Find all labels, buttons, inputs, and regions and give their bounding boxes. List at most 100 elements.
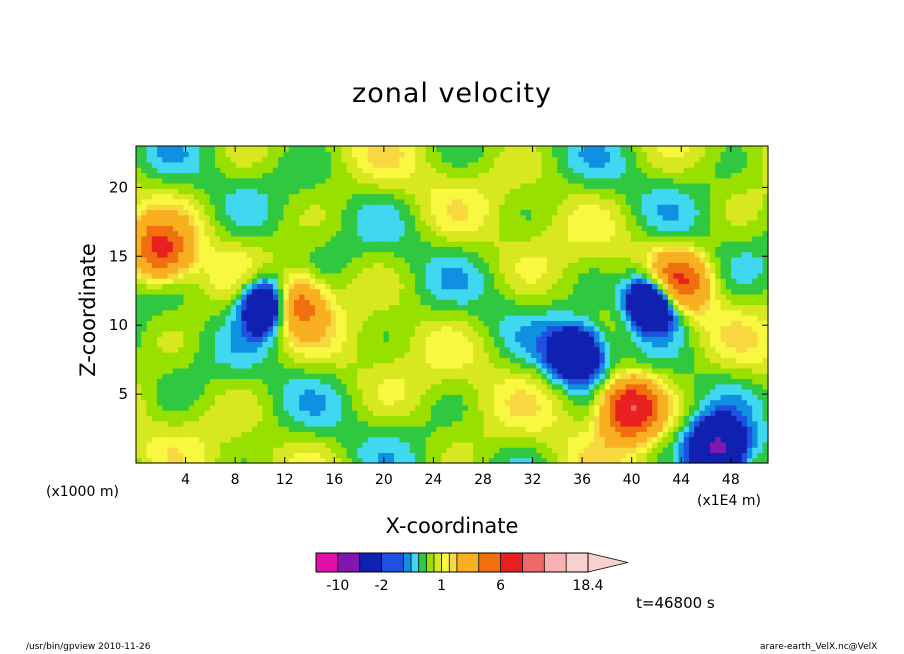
field-cell: [546, 235, 553, 242]
field-cell: [209, 193, 216, 200]
field-cell: [146, 146, 153, 152]
field-cell: [278, 441, 285, 448]
field-cell: [430, 441, 437, 448]
field-cell: [309, 293, 316, 300]
field-cell: [552, 219, 558, 226]
field-cell: [346, 246, 353, 253]
field-cell: [531, 299, 537, 306]
field-cell: [330, 367, 337, 374]
field-cell: [541, 256, 548, 263]
field-cell: [436, 304, 443, 311]
field-cell: [141, 288, 148, 295]
field-cell: [230, 161, 237, 168]
field-cell: [251, 320, 258, 327]
field-cell: [430, 330, 437, 337]
field-cell: [272, 188, 279, 195]
field-cell: [531, 293, 537, 300]
field-cell: [172, 383, 179, 390]
field-cell: [357, 146, 364, 152]
field-cell: [251, 383, 258, 390]
field-cell: [478, 378, 485, 385]
field-cell: [415, 389, 421, 395]
field-cell: [146, 272, 153, 279]
field-cell: [499, 383, 506, 390]
field-cell: [272, 204, 279, 210]
field-cell: [457, 394, 464, 401]
field-cell: [262, 225, 269, 232]
field-cell: [215, 367, 221, 374]
field-cell: [520, 367, 527, 374]
field-cell: [504, 394, 511, 401]
field-cell: [483, 399, 490, 406]
field-cell: [251, 235, 258, 242]
field-cell: [462, 367, 469, 374]
field-cell: [183, 447, 190, 454]
field-cell: [141, 198, 148, 205]
field-cell: [136, 151, 142, 158]
field-cell: [520, 389, 527, 395]
field-cell: [520, 426, 527, 432]
field-cell: [531, 410, 537, 417]
field-cell: [220, 336, 227, 343]
field-cell: [367, 383, 374, 390]
field-cell: [257, 452, 263, 459]
field-cell: [430, 447, 437, 454]
field-cell: [362, 336, 369, 343]
field-cell: [230, 198, 237, 205]
field-cell: [525, 399, 532, 406]
field-cell: [151, 241, 158, 247]
field-cell: [383, 204, 390, 210]
field-cell: [546, 161, 553, 168]
field-cell: [230, 182, 237, 189]
field-cell: [567, 235, 574, 242]
field-cell: [509, 246, 516, 253]
field-cell: [552, 404, 558, 411]
field-cell: [330, 161, 337, 168]
field-cell: [167, 161, 174, 168]
field-cell: [420, 389, 427, 395]
field-cell: [394, 389, 400, 395]
field-cell: [209, 214, 216, 221]
field-cell: [425, 325, 432, 332]
field-cell: [509, 457, 516, 464]
field-cell: [320, 267, 327, 274]
field-cell: [499, 426, 506, 432]
field-cell: [452, 404, 458, 411]
field-cell: [193, 436, 200, 443]
field-cell: [541, 452, 548, 459]
field-cell: [520, 172, 527, 179]
field-cell: [499, 172, 506, 179]
field-cell: [430, 299, 437, 306]
field-cell: [188, 219, 195, 226]
field-cell: [225, 436, 232, 443]
field-cell: [452, 394, 458, 401]
field-cell: [167, 367, 174, 374]
field-cell: [204, 256, 211, 263]
field-cell: [204, 341, 211, 348]
field-cell: [441, 436, 448, 443]
field-cell: [383, 341, 390, 348]
field-cell: [304, 325, 311, 332]
field-cell: [236, 309, 242, 316]
field-cell: [378, 367, 385, 374]
field-cell: [225, 415, 232, 422]
field-cell: [220, 415, 227, 422]
field-cell: [320, 219, 327, 226]
field-cell: [251, 336, 258, 343]
field-cell: [341, 315, 348, 321]
field-cell: [473, 389, 479, 395]
field-cell: [546, 309, 553, 316]
field-cell: [304, 336, 311, 343]
field-cell: [183, 389, 190, 395]
field-cell: [309, 172, 316, 179]
field-cell: [251, 262, 258, 269]
field-cell: [315, 330, 321, 337]
field-cell: [525, 267, 532, 274]
field-cell: [157, 267, 163, 274]
field-cell: [225, 193, 232, 200]
field-cell: [315, 378, 321, 385]
field-cell: [420, 209, 427, 216]
field-cell: [157, 389, 163, 395]
field-cell: [315, 362, 321, 369]
field-cell: [462, 267, 469, 274]
